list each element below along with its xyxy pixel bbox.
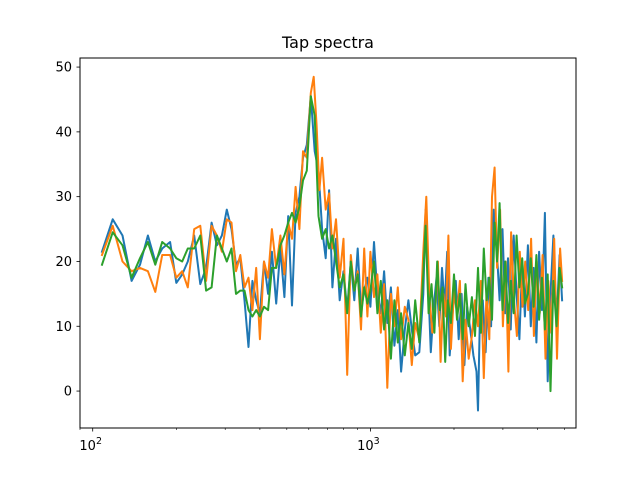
y-tick-label: 0 — [64, 385, 72, 400]
x-tick-label: 102 — [79, 436, 102, 454]
y-tick-label: 50 — [55, 61, 72, 76]
series-layer — [100, 75, 564, 412]
x-tick-label: 103 — [357, 436, 380, 454]
chart-title: Tap spectra — [281, 33, 374, 52]
y-tick-label: 30 — [55, 190, 72, 205]
series-line-3 — [100, 95, 564, 393]
x-axis: 102 103 — [79, 428, 565, 454]
y-tick-label: 40 — [55, 125, 72, 140]
y-axis: 0 10 20 30 40 50 — [55, 61, 80, 400]
axes-frame — [79, 57, 577, 429]
y-tick-label: 20 — [55, 255, 72, 270]
plot-area — [79, 57, 577, 429]
y-tick-label: 10 — [55, 320, 72, 335]
